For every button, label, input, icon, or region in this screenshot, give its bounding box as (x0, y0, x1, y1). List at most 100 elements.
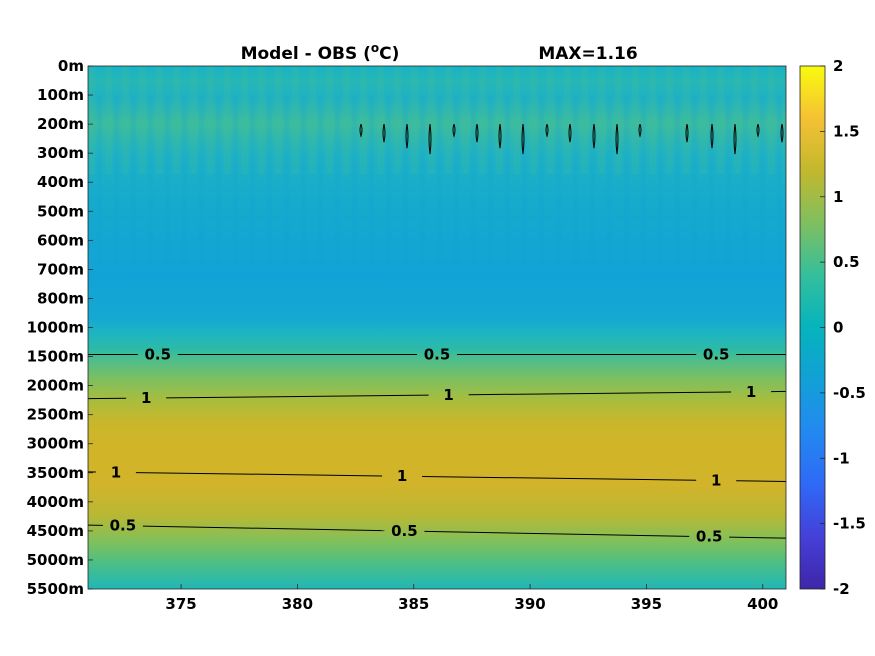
texture-stripe (199, 96, 204, 266)
contour-lines: 0.5 0.5 0.5 1 1 1 1 1 1 0.5 0.5 0.5 (88, 346, 786, 546)
texture-stripe (734, 66, 741, 174)
colorbar-tick-label: 2 (833, 57, 843, 75)
noise-contour (545, 123, 549, 138)
texture-stripe (88, 66, 95, 174)
texture-stripe (751, 66, 758, 174)
texture-stripe (726, 96, 731, 266)
y-tick-label: 500m (37, 202, 84, 220)
texture-stripe (462, 66, 469, 174)
texture-stripe (224, 66, 231, 174)
texture-stripe (692, 96, 697, 266)
texture-stripe (216, 96, 221, 266)
texture-stripe (649, 66, 656, 174)
x-tick-label: 390 (514, 595, 545, 613)
y-tick-label: 3000m (27, 435, 84, 453)
texture-stripe (335, 96, 340, 266)
colorbar-tick-label: 0.5 (833, 253, 860, 271)
texture-stripe (403, 96, 408, 266)
texture-stripe (105, 66, 112, 174)
contour-label: 1 (111, 463, 121, 481)
texture-stripe (760, 96, 765, 266)
contour-line (422, 475, 697, 481)
texture-stripe (581, 66, 588, 174)
noise-contours (359, 123, 784, 155)
texture-stripe (165, 96, 170, 266)
texture-stripe (190, 66, 197, 174)
texture-stripe (437, 96, 442, 266)
texture-stripe (658, 96, 663, 266)
texture-stripe (122, 66, 129, 174)
texture-stripe (420, 96, 425, 266)
texture-stripe (139, 66, 146, 174)
contour-line (424, 530, 690, 537)
y-axis-ticks: 0m 100m 200m 300m 400m 500m 600m 700m 800m 1000m 1… (27, 57, 93, 598)
noise-contour (428, 124, 432, 155)
contour-line (736, 480, 786, 482)
contour-label: 0.5 (424, 346, 451, 364)
texture-stripe (258, 66, 265, 174)
noise-contour (359, 123, 363, 138)
noise-contour (615, 124, 619, 155)
y-tick-label: 5000m (27, 551, 84, 569)
contour-label: 1 (443, 386, 453, 404)
texture-stripe (301, 96, 306, 266)
texture-stripe (598, 66, 605, 174)
x-tick-label: 380 (282, 595, 313, 613)
colorbar-tick-label: -0.5 (833, 384, 866, 402)
colorbar-tick-label: -2 (833, 580, 850, 598)
y-tick-label: 100m (37, 86, 84, 104)
texture-stripe (743, 96, 748, 266)
y-tick-label: 2500m (27, 406, 84, 424)
x-axis-ticks: 375 380 385 390 395 400 (165, 584, 778, 613)
contour-label: 1 (711, 472, 721, 490)
noise-contour (592, 124, 596, 149)
y-tick-label: 2000m (27, 377, 84, 395)
chart-title: Model - OBS (oC) (241, 41, 400, 64)
texture-stripe (794, 96, 799, 266)
texture-stripe (666, 66, 673, 174)
texture-stripe (156, 66, 163, 174)
y-tick-label: 200m (37, 115, 84, 133)
texture-stripe (207, 66, 214, 174)
texture-stripe (292, 66, 299, 174)
texture-stripe (539, 96, 544, 266)
contour-line (729, 536, 786, 539)
heatmap-field (88, 66, 786, 589)
y-tick-label: 1000m (27, 319, 84, 337)
texture-stripe (522, 96, 527, 266)
y-tick-label: 400m (37, 173, 84, 191)
texture-stripe (326, 66, 333, 174)
texture-stripe (675, 96, 680, 266)
texture-stripe (241, 66, 248, 174)
texture-stripe (607, 96, 612, 266)
noise-contour (568, 124, 572, 143)
texture-stripe (709, 96, 714, 266)
texture-stripe (394, 66, 401, 174)
texture-stripe (148, 96, 153, 266)
texture-stripe (309, 66, 316, 174)
texture-stripe (343, 66, 350, 174)
colorbar-tick-label: 0 (833, 319, 843, 337)
texture-stripe (386, 96, 391, 266)
texture-stripe (590, 96, 595, 266)
texture-stripe (615, 66, 622, 174)
texture-stripe (564, 66, 571, 174)
contour-label: 0.5 (703, 346, 730, 364)
texture-stripe (352, 96, 357, 266)
contour-label: 0.5 (110, 517, 137, 535)
texture-stripe (250, 96, 255, 266)
contour-label: 0.5 (391, 522, 418, 540)
noise-contour (733, 124, 737, 155)
y-tick-label: 4000m (27, 493, 84, 511)
y-tick-label: 700m (37, 260, 84, 278)
texture-stripe (411, 66, 418, 174)
noise-contour (452, 123, 456, 138)
heatmap: 0.5 0.5 0.5 1 1 1 1 1 1 0.5 0.5 0.5 (88, 66, 799, 589)
noise-contour (685, 124, 689, 143)
texture-stripe (369, 96, 374, 266)
texture-stripe (717, 66, 724, 174)
x-tick-label: 385 (398, 595, 429, 613)
y-tick-label: 600m (37, 231, 84, 249)
texture-stripe (428, 66, 435, 174)
noise-contour (521, 124, 525, 155)
